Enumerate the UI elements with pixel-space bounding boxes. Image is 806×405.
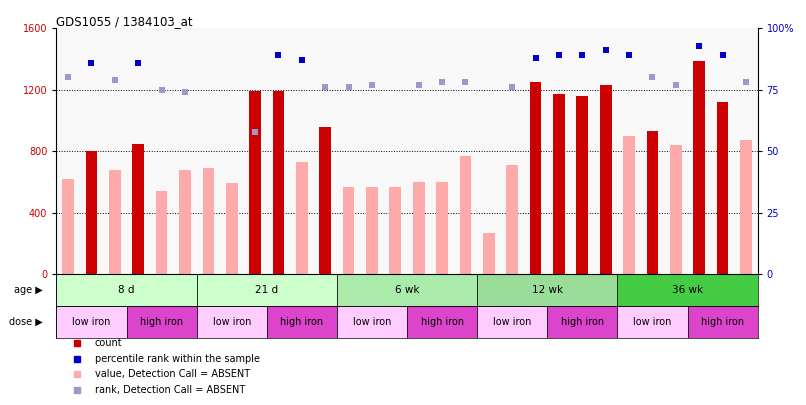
- Bar: [483, 232, 495, 274]
- Bar: [576, 96, 588, 274]
- Bar: [646, 131, 659, 274]
- Bar: [617, 274, 758, 306]
- Text: low iron: low iron: [353, 317, 391, 327]
- Bar: [717, 102, 729, 274]
- Bar: [249, 91, 261, 274]
- Bar: [272, 91, 285, 274]
- Bar: [477, 306, 547, 338]
- Bar: [343, 187, 355, 274]
- Bar: [197, 274, 337, 306]
- Bar: [156, 191, 168, 274]
- Bar: [477, 274, 617, 306]
- Bar: [366, 187, 378, 274]
- Bar: [132, 143, 144, 274]
- Bar: [459, 156, 472, 274]
- Bar: [85, 151, 98, 274]
- Bar: [506, 165, 518, 274]
- Text: high iron: high iron: [280, 317, 323, 327]
- Bar: [688, 306, 758, 338]
- Bar: [693, 61, 705, 274]
- Text: count: count: [95, 338, 123, 347]
- Text: high iron: high iron: [701, 317, 744, 327]
- Text: value, Detection Call = ABSENT: value, Detection Call = ABSENT: [95, 369, 250, 379]
- Bar: [337, 306, 407, 338]
- Bar: [740, 141, 752, 274]
- Bar: [670, 145, 682, 274]
- Text: 12 wk: 12 wk: [532, 285, 563, 295]
- Bar: [109, 170, 121, 274]
- Text: 8 d: 8 d: [118, 285, 135, 295]
- Bar: [530, 82, 542, 274]
- Bar: [547, 306, 617, 338]
- Bar: [267, 306, 337, 338]
- Bar: [296, 162, 308, 274]
- Text: percentile rank within the sample: percentile rank within the sample: [95, 354, 260, 364]
- Text: low iron: low iron: [634, 317, 671, 327]
- Bar: [202, 168, 214, 274]
- Bar: [319, 127, 331, 274]
- Bar: [407, 306, 477, 338]
- Text: 21 d: 21 d: [256, 285, 278, 295]
- Text: 6 wk: 6 wk: [395, 285, 419, 295]
- Text: low iron: low iron: [213, 317, 251, 327]
- Bar: [197, 306, 267, 338]
- Text: dose ▶: dose ▶: [9, 317, 43, 327]
- Bar: [179, 170, 191, 274]
- Text: 36 wk: 36 wk: [672, 285, 703, 295]
- Text: high iron: high iron: [561, 317, 604, 327]
- Bar: [617, 306, 688, 338]
- Bar: [623, 136, 635, 274]
- Bar: [553, 94, 565, 274]
- Bar: [226, 183, 238, 274]
- Bar: [413, 182, 425, 274]
- Bar: [337, 274, 477, 306]
- Bar: [62, 179, 74, 274]
- Text: GDS1055 / 1384103_at: GDS1055 / 1384103_at: [56, 15, 193, 28]
- Text: high iron: high iron: [421, 317, 463, 327]
- Bar: [436, 182, 448, 274]
- Text: high iron: high iron: [140, 317, 183, 327]
- Bar: [389, 187, 401, 274]
- Bar: [56, 306, 127, 338]
- Text: low iron: low iron: [493, 317, 531, 327]
- Bar: [600, 85, 612, 274]
- Bar: [127, 306, 197, 338]
- Text: low iron: low iron: [73, 317, 110, 327]
- Text: rank, Detection Call = ABSENT: rank, Detection Call = ABSENT: [95, 386, 245, 395]
- Text: age ▶: age ▶: [14, 285, 43, 295]
- Bar: [56, 274, 197, 306]
